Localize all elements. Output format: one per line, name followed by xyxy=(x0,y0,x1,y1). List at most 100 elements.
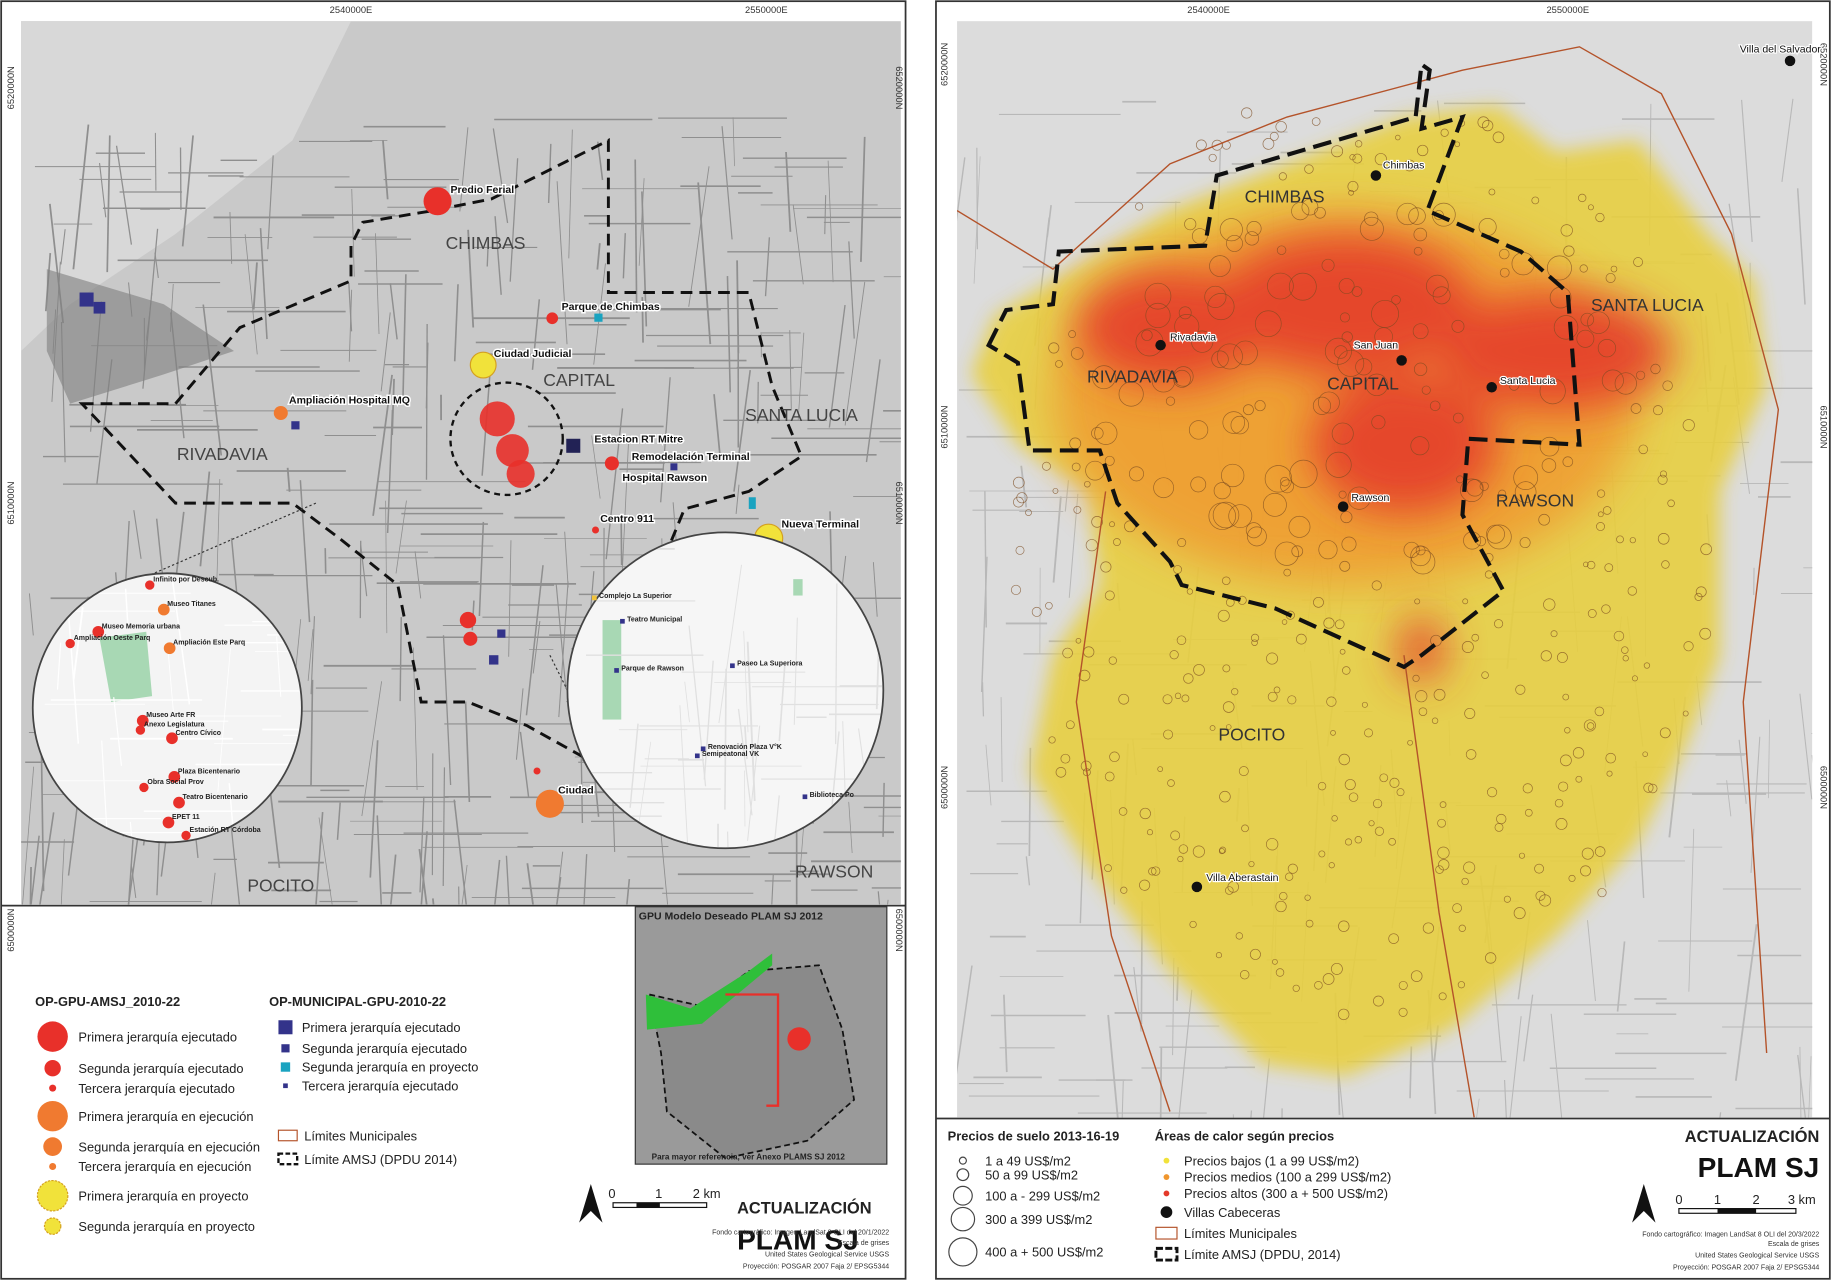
price-point xyxy=(1104,590,1115,601)
inset-symbol xyxy=(700,746,706,752)
price-point xyxy=(1477,116,1490,129)
price-point xyxy=(1291,202,1310,221)
symbol xyxy=(604,456,619,471)
park xyxy=(99,631,153,703)
price-point xyxy=(1052,487,1059,494)
street xyxy=(1068,493,1079,598)
villa-dot xyxy=(1155,339,1166,351)
price-point xyxy=(1576,329,1595,348)
street xyxy=(375,233,380,334)
map-label: Paseo La Superiora xyxy=(737,661,802,668)
price-point xyxy=(1338,278,1355,294)
price-point xyxy=(1041,461,1051,471)
right-texts: 2540000E 2550000E 6520000N 6510000N 6500… xyxy=(940,5,1829,809)
street xyxy=(605,408,624,560)
price-point xyxy=(1192,845,1205,858)
legend-label: Límites Municipales xyxy=(1184,1226,1297,1241)
price-point xyxy=(1515,684,1526,695)
villa-dot xyxy=(1337,501,1349,512)
legend-title: Precios de suelo 2013-16-19 xyxy=(948,1129,1120,1144)
price-point xyxy=(1207,292,1235,321)
street xyxy=(718,564,742,724)
price-point xyxy=(1439,801,1447,808)
map-label: Villa Aberastain xyxy=(1206,872,1278,884)
price-point xyxy=(1313,596,1324,608)
street xyxy=(1741,99,1753,242)
price-point xyxy=(1437,846,1450,859)
street xyxy=(130,863,137,898)
street xyxy=(1726,780,1732,817)
price-point xyxy=(1254,400,1266,412)
price-point xyxy=(1228,504,1253,529)
inset-leader xyxy=(140,502,317,580)
price-point xyxy=(1031,606,1042,617)
price-point xyxy=(1481,671,1489,679)
price-point xyxy=(1431,717,1439,724)
price-point xyxy=(1073,505,1082,514)
legend-symbol xyxy=(958,1156,967,1165)
street xyxy=(724,668,727,810)
price-point xyxy=(1226,724,1232,730)
price-point xyxy=(1262,492,1287,517)
price-point xyxy=(1429,400,1441,412)
map-label: Complejo La Superior xyxy=(599,593,672,600)
street xyxy=(591,435,601,499)
overview-line xyxy=(725,993,780,1107)
price-point xyxy=(1204,285,1227,308)
price-point xyxy=(1062,647,1073,659)
price-point xyxy=(1109,751,1120,763)
street xyxy=(556,181,568,345)
price-point xyxy=(1342,666,1351,675)
street xyxy=(1781,98,1794,182)
price-point xyxy=(1594,846,1606,857)
price-point xyxy=(1120,886,1128,894)
price-point xyxy=(1543,598,1556,611)
street xyxy=(558,581,569,718)
map-label: Renovación Plaza V°K xyxy=(708,743,782,751)
street xyxy=(461,864,468,905)
street xyxy=(211,872,216,905)
symbol xyxy=(497,629,506,638)
price-point xyxy=(1413,362,1428,376)
map-label: Villa del Salvador xyxy=(1740,44,1822,56)
price-point xyxy=(1091,427,1104,440)
price-point xyxy=(1408,207,1426,225)
price-point xyxy=(1177,537,1187,548)
coord-label: 6520000N xyxy=(940,43,950,86)
map-label: Rivadavia xyxy=(1170,331,1216,343)
price-point xyxy=(1583,719,1596,732)
street xyxy=(252,262,258,310)
price-point xyxy=(1661,560,1670,569)
price-point xyxy=(1581,847,1594,860)
legend-label: Tercera jerarquía en ejecución xyxy=(78,1159,251,1174)
coord-label: 6510000N xyxy=(1818,406,1828,449)
price-point xyxy=(1324,337,1352,365)
price-point xyxy=(1184,218,1197,231)
symbol xyxy=(273,406,288,421)
price-point xyxy=(1113,538,1121,546)
price-point xyxy=(1562,456,1574,468)
coord-label: 6520000N xyxy=(6,66,16,109)
street xyxy=(688,166,710,307)
price-point xyxy=(1415,545,1426,556)
price-point xyxy=(1326,696,1337,707)
scale-label: 2 xyxy=(1753,1192,1760,1207)
price-point xyxy=(1338,920,1350,932)
price-point xyxy=(1281,619,1288,625)
price-point xyxy=(1695,586,1707,598)
price-point xyxy=(1638,444,1649,455)
street xyxy=(318,817,333,905)
price-point xyxy=(1568,874,1576,882)
coord-label: 2550000E xyxy=(745,5,788,15)
price-point xyxy=(1682,419,1695,432)
price-point xyxy=(1213,482,1231,500)
price-point xyxy=(1398,1007,1408,1017)
street xyxy=(22,766,35,905)
street xyxy=(1000,697,1003,782)
street xyxy=(638,178,645,266)
price-point xyxy=(1662,380,1673,391)
price-point xyxy=(1151,866,1161,876)
legend-symbol xyxy=(44,1060,61,1077)
map-label: Nueva Terminal xyxy=(782,519,860,531)
